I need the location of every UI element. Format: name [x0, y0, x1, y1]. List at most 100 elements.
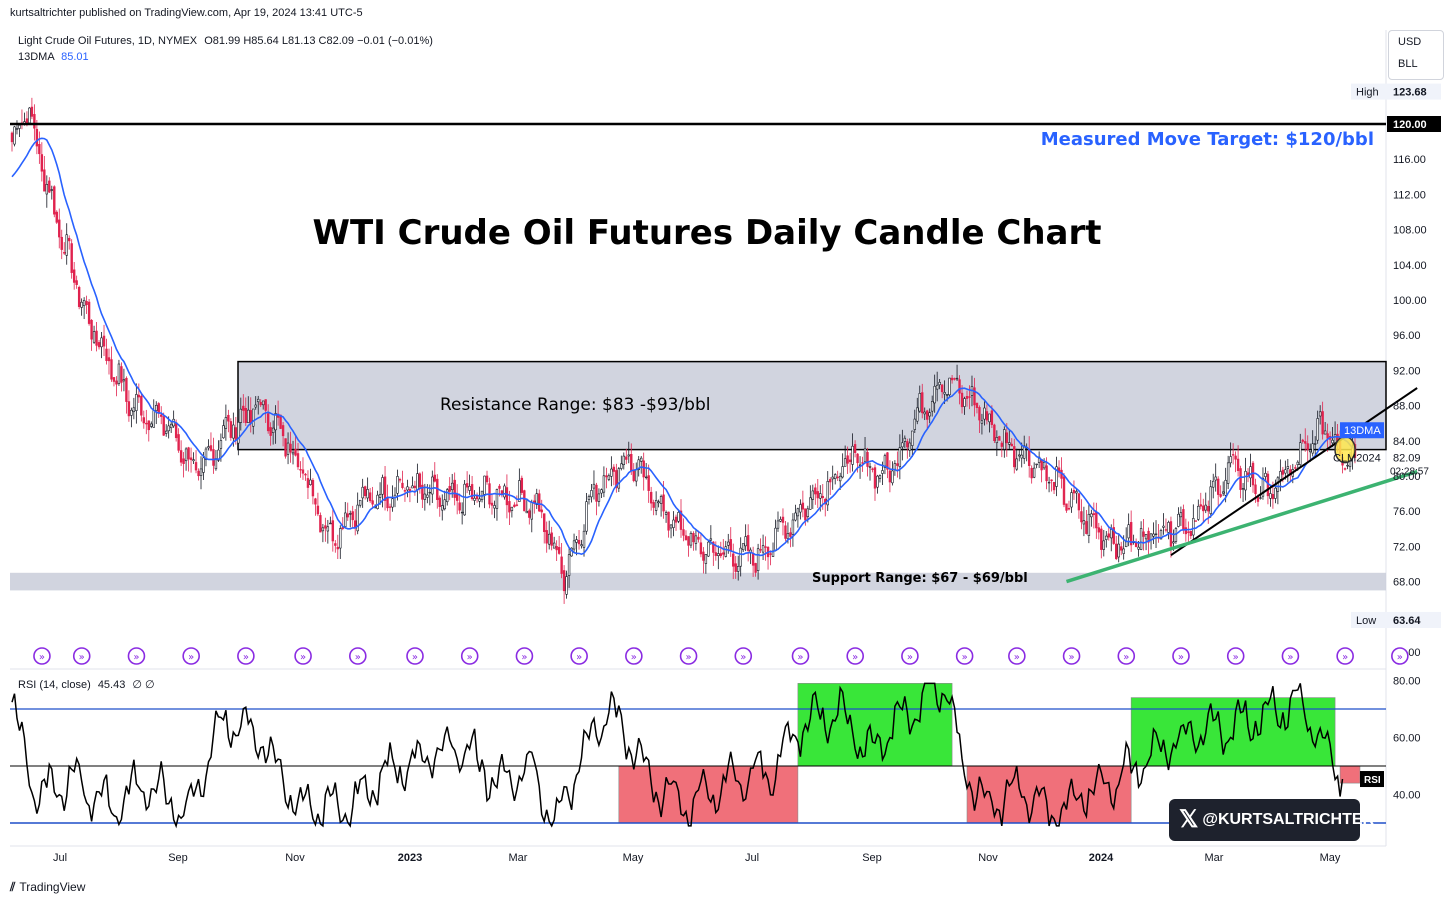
candle-body [615, 470, 618, 488]
candle [145, 409, 148, 435]
candle-body [577, 539, 581, 545]
event-marker-icon[interactable]: » [1117, 647, 1136, 665]
candle-body [229, 421, 233, 438]
high-value-tag-bg [1387, 83, 1441, 100]
candle [351, 505, 354, 528]
event-marker-icon[interactable]: » [1008, 647, 1026, 665]
event-marker-icon[interactable]: » [406, 647, 424, 665]
candle-body [184, 448, 188, 462]
candle [1187, 521, 1190, 543]
event-marker-icon[interactable]: » [33, 647, 51, 665]
event-marker-icon[interactable]: » [1172, 647, 1190, 665]
countdown-tag: 02:28:57 [1390, 467, 1429, 478]
event-marker-icon[interactable]: » [734, 647, 753, 665]
time-tick-label: Nov [285, 852, 305, 864]
candle [978, 405, 981, 434]
candle-body [906, 441, 909, 448]
candle-body [505, 487, 509, 506]
candle-body [363, 486, 367, 496]
event-marker-icon[interactable]: » [679, 647, 698, 665]
event-marker-icon[interactable]: » [1336, 647, 1354, 665]
candle-body [756, 548, 760, 571]
candle-body [1067, 508, 1071, 510]
candle [739, 537, 742, 577]
event-marker-icon[interactable]: » [348, 647, 367, 665]
event-marker-icon[interactable]: » [625, 647, 643, 665]
candle-body [120, 366, 123, 383]
event-marker-icon[interactable]: » [515, 647, 534, 665]
candle-body [334, 543, 337, 546]
candle [1164, 518, 1168, 533]
symbol-legend[interactable]: Light Crude Oil Futures, 1D, NYMEX O81.9… [18, 35, 433, 47]
candle-body [667, 511, 670, 531]
candle-body [162, 416, 165, 436]
candle-body [391, 498, 394, 508]
candle-body [848, 459, 852, 463]
event-marker-icon[interactable]: » [901, 647, 919, 665]
event-marker-icon[interactable]: » [570, 647, 588, 665]
candle [510, 506, 514, 518]
candle-body [85, 301, 88, 306]
candle [289, 431, 292, 463]
candle-body [926, 410, 929, 420]
event-marker-icon[interactable]: » [1226, 647, 1245, 665]
candle-body [1226, 462, 1230, 484]
event-marker-icon[interactable]: » [1281, 647, 1300, 665]
candle [886, 452, 889, 479]
candle-body [1209, 486, 1212, 514]
candle-body [443, 499, 446, 510]
event-marker-icon[interactable]: » [460, 647, 479, 665]
candle-body [622, 455, 626, 465]
candle [1105, 531, 1108, 548]
candle [125, 376, 128, 414]
candle-body [518, 480, 521, 502]
event-marker-icon[interactable]: » [182, 647, 200, 665]
candle [1236, 445, 1240, 477]
candle [324, 517, 327, 542]
candle-body [1090, 513, 1093, 518]
event-circle [406, 647, 424, 665]
candle [1047, 476, 1051, 493]
event-marker-icon[interactable]: » [1062, 647, 1081, 665]
candle [58, 208, 61, 249]
event-marker-icon[interactable]: » [846, 647, 864, 665]
candle [261, 400, 265, 410]
event-marker-icon[interactable]: » [1391, 647, 1409, 665]
candle-body [92, 331, 96, 343]
candle-body [261, 400, 265, 406]
candle [127, 390, 131, 422]
candle [796, 507, 800, 528]
candle [1050, 479, 1053, 492]
event-marker-icon[interactable]: » [791, 647, 810, 665]
candle [1174, 526, 1178, 544]
candle [45, 175, 49, 208]
candle [33, 104, 36, 141]
candle-body [341, 527, 344, 529]
rsi-legend[interactable]: RSI (14, close) 45.43 ∅ ∅ [18, 678, 155, 691]
candle [363, 485, 367, 500]
candle-body [804, 508, 807, 521]
event-marker-icon[interactable]: » [237, 647, 255, 665]
candle [585, 492, 588, 535]
event-marker-icon[interactable]: » [127, 647, 146, 665]
sma-legend[interactable]: 13DMA 85.01 [18, 51, 89, 63]
candle [764, 536, 767, 561]
candle-body [697, 536, 700, 540]
event-marker-icon[interactable]: » [294, 647, 312, 665]
social-handle-badge: 𝕏 @KURTSALTRICHTER [1169, 799, 1374, 841]
tradingview-footer[interactable]: ⫽ TradingView [10, 880, 85, 895]
candle [48, 177, 51, 194]
event-marker-icon[interactable]: » [72, 647, 91, 665]
rsi-tag: RSI [1364, 775, 1381, 786]
currency-unit-selector[interactable]: USD BLL [1388, 30, 1444, 80]
candle [868, 462, 872, 481]
candle-body [1318, 411, 1322, 417]
candle-body [1202, 505, 1205, 512]
candle [1129, 510, 1133, 552]
candle [1018, 449, 1021, 462]
candle-body [595, 484, 598, 502]
event-marker-icon[interactable]: » [955, 647, 974, 665]
candle-body [197, 470, 200, 477]
candle [1167, 520, 1170, 540]
